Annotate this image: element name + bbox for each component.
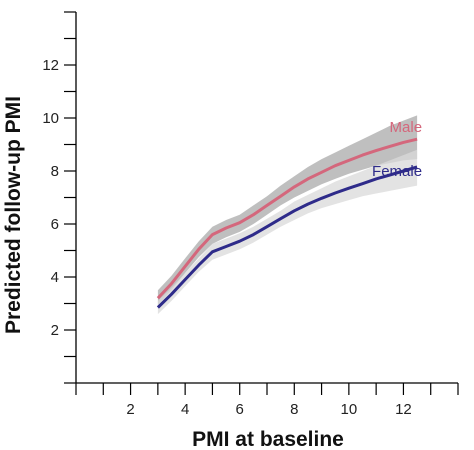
confidence-band-female — [157, 149, 418, 315]
x-axis-title: PMI at baseline — [192, 428, 344, 450]
x-tick-label: 4 — [181, 401, 189, 418]
ticks: 2 4 6 8 10 12 2 4 6 8 10 12 — [42, 11, 459, 418]
y-tick-label: 12 — [42, 57, 59, 74]
confidence-bands — [157, 115, 418, 315]
y-tick-label: 2 — [51, 322, 59, 339]
x-tick-label: 10 — [341, 401, 358, 418]
series-line-female — [156, 165, 418, 309]
series-label-female: Female — [372, 163, 422, 180]
y-tick-label: 6 — [51, 216, 59, 233]
x-tick-label: 6 — [236, 401, 244, 418]
y-tick-label: 4 — [51, 269, 59, 286]
series-lines — [156, 137, 418, 309]
y-axis-title: Predicted follow-up PMI — [2, 96, 25, 334]
y-tick-label: 8 — [51, 163, 59, 180]
y-tick-label: 10 — [42, 110, 59, 127]
series-labels: Male Female — [372, 119, 422, 180]
x-tick-label: 12 — [395, 401, 412, 418]
x-tick-label: 2 — [126, 401, 134, 418]
x-tick-label: 8 — [290, 401, 298, 418]
series-line-male — [156, 137, 418, 300]
series-label-male: Male — [390, 119, 423, 136]
confidence-band-male — [157, 115, 418, 305]
